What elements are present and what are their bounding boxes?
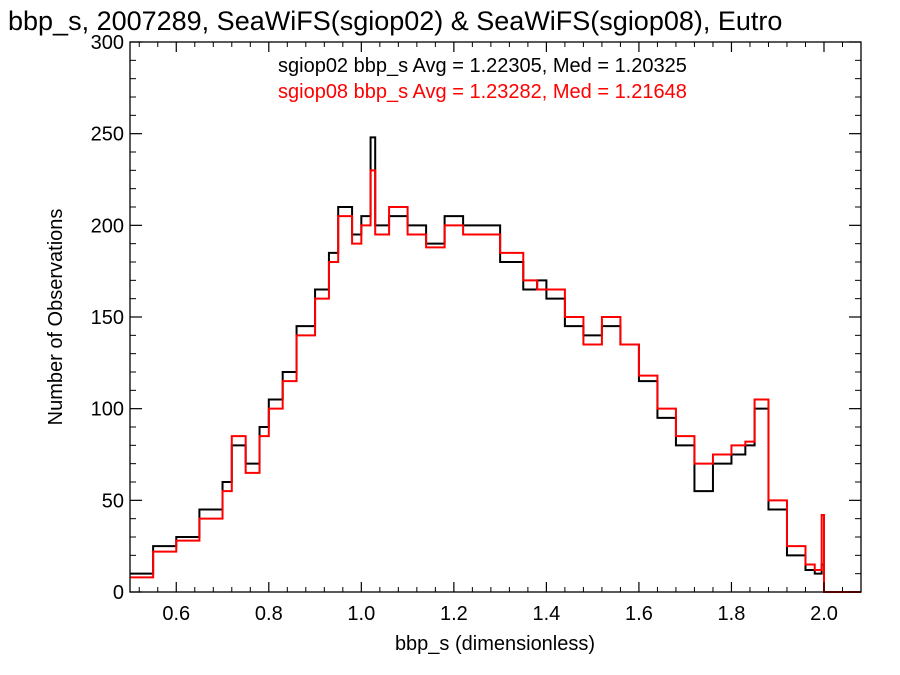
x-tick-label: 0.6 <box>162 603 190 625</box>
annotation-sgiop08: sgiop08 bbp_s Avg = 1.23282, Med = 1.216… <box>278 81 687 103</box>
y-tick-label: 200 <box>91 215 124 237</box>
y-axis-ticks: 0 50 100 150 200 250 300 <box>91 32 861 604</box>
x-tick-label: 1.4 <box>532 603 560 625</box>
x-axis-ticks: 0.6 0.8 1.0 1.2 1.4 1.6 1.8 2.0 <box>138 42 843 625</box>
series-line-0 <box>130 136 861 593</box>
x-tick-label: 1.0 <box>347 603 375 625</box>
plot-frame <box>129 41 862 593</box>
x-axis-label: bbp_s (dimensionless) <box>395 633 595 655</box>
series-layer <box>130 136 861 593</box>
x-tick-label: 1.6 <box>625 603 653 625</box>
y-tick-label: 100 <box>91 399 124 421</box>
chart-title: bbp_s, 2007289, SeaWiFS(sgiop02) & SeaWi… <box>8 6 782 36</box>
annotation-sgiop02: sgiop02 bbp_s Avg = 1.22305, Med = 1.203… <box>278 55 687 77</box>
y-axis-label: Number of Observations <box>45 209 67 426</box>
y-tick-label: 0 <box>113 582 124 604</box>
x-tick-label: 0.8 <box>255 603 283 625</box>
x-tick-label: 1.2 <box>440 603 468 625</box>
y-tick-label: 300 <box>91 32 124 54</box>
x-tick-label: 1.8 <box>718 603 746 625</box>
plot-area: 0.6 0.8 1.0 1.2 1.4 1.6 1.8 2.0 0 50 100 150 200 250… <box>91 32 862 625</box>
y-tick-label: 150 <box>91 307 124 329</box>
series-line-1 <box>130 169 861 593</box>
x-tick-label: 2.0 <box>810 603 838 625</box>
y-tick-label: 50 <box>102 490 124 512</box>
y-tick-label: 250 <box>91 124 124 146</box>
